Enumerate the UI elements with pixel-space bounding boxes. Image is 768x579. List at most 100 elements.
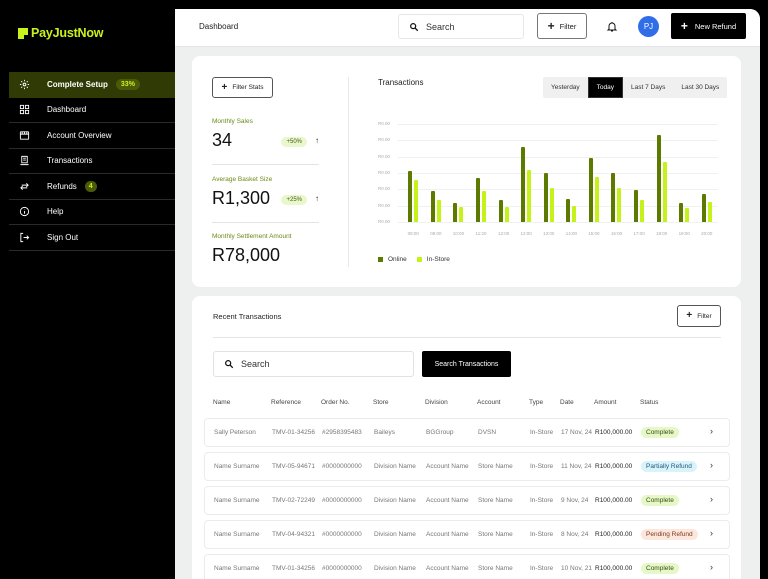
grid-line-stroke	[398, 156, 718, 158]
tab-last-7-days[interactable]: Last 7 Days	[631, 84, 666, 91]
status-badge: Complete	[641, 427, 679, 438]
bar-instore[interactable]	[504, 207, 509, 222]
column-header: Date	[560, 399, 574, 406]
stat-monthly-settlement: Monthly Settlement Amount R78,000	[212, 233, 319, 273]
sidebar-item-account-overview[interactable]: Account Overview	[9, 123, 175, 149]
bar-online[interactable]	[543, 173, 548, 222]
divider	[212, 164, 319, 165]
table-row[interactable]: Name Surname TMV-05-94671 #0000000000 Divis…	[204, 452, 730, 481]
sidebar-item-refunds[interactable]: Refunds 4	[9, 174, 175, 200]
search-transactions-button[interactable]: Search Transactions	[422, 351, 511, 377]
transactions-filter-button[interactable]: + Filter	[677, 305, 721, 327]
cell-date: 11 Nov, 24	[561, 463, 592, 470]
y-tick-label: R0.00	[378, 170, 391, 175]
cell-store: Division Name	[374, 463, 416, 470]
x-tick-label: 14:00	[565, 231, 577, 236]
bar-online[interactable]	[701, 194, 706, 222]
store-icon	[18, 129, 30, 141]
table-row[interactable]: Name Surname TMV-04-94321 #0000000000 Divis…	[204, 520, 730, 549]
setup-progress-badge: 33%	[115, 78, 140, 90]
plus-icon: +	[686, 310, 693, 321]
bar-instore[interactable]	[414, 179, 419, 222]
table-header: Name Reference Order No. Store Division …	[213, 399, 723, 409]
new-refund-button[interactable]: + New Refund	[671, 13, 746, 39]
cell-store: Division Name	[374, 565, 416, 572]
bar-instore[interactable]	[572, 205, 577, 222]
bar-online[interactable]	[476, 177, 481, 222]
cell-reference: TMV-02-72249	[272, 497, 315, 504]
transactions-search-input[interactable]: Search	[213, 351, 414, 377]
plus-icon: +	[680, 19, 688, 33]
header-search-input[interactable]: Search	[398, 14, 524, 39]
grid-line: R0.00	[378, 154, 718, 159]
bar-instore[interactable]	[662, 161, 667, 222]
cell-name: Name Surname	[214, 565, 260, 572]
bar-instore[interactable]	[459, 207, 464, 222]
grid-line-stroke	[398, 124, 718, 125]
bar-online[interactable]	[498, 199, 503, 222]
column-header: Reference	[271, 399, 301, 406]
column-header: Order No.	[321, 399, 350, 406]
header-filter-button[interactable]: + Filter	[537, 13, 587, 39]
bar-instore[interactable]	[617, 187, 622, 222]
bar-instore[interactable]	[685, 208, 690, 222]
x-tick-label: 18:00	[656, 231, 668, 236]
chevron-right-icon[interactable]: ›	[710, 528, 713, 538]
transactions-bar-chart: R0.00 R0.00 R0.00 R0.00 R0.00 R0.00 R0.00 08:0…	[378, 121, 718, 254]
bar-instore[interactable]	[436, 199, 441, 222]
sidebar-item-complete-setup[interactable]: Complete Setup 33%	[9, 72, 175, 98]
bar-instore[interactable]	[527, 169, 532, 222]
sidebar-item-sign-out[interactable]: Sign Out	[9, 225, 175, 251]
bar-group: 13:00	[537, 124, 560, 236]
filter-stats-button[interactable]: + Filter Stats	[212, 77, 273, 98]
sidebar-item-dashboard[interactable]: Dashboard	[9, 98, 175, 123]
cell-account: Store Name	[478, 531, 513, 538]
bar-instore[interactable]	[482, 190, 487, 222]
tab-yesterday[interactable]: Yesterday	[551, 84, 580, 91]
tab-today[interactable]: Today	[587, 77, 624, 98]
avatar[interactable]: PJ	[638, 16, 659, 37]
cell-division: BGGroup	[426, 429, 454, 436]
column-header: Type	[529, 399, 544, 406]
table-row[interactable]: Name Surname TMV-02-72249 #0000000000 Divis…	[204, 486, 730, 515]
cell-name: Sally Peterson	[214, 429, 256, 436]
table-row[interactable]: Sally Peterson TMV-01-34256 #2958395483 Bai…	[204, 418, 730, 447]
bell-icon[interactable]	[606, 20, 618, 33]
cell-amount: R100,000.00	[595, 565, 633, 572]
bar-online[interactable]	[566, 199, 571, 222]
bar-online[interactable]	[679, 203, 684, 222]
bar-instore[interactable]	[594, 177, 599, 222]
bar-online[interactable]	[588, 158, 593, 222]
bar-group: 19:00	[673, 124, 696, 236]
table-row[interactable]: Name Surname TMV-01-34256 #0000000000 Divis…	[204, 554, 730, 579]
chevron-right-icon[interactable]: ›	[710, 426, 713, 436]
brand-logo[interactable]: PayJustNow	[18, 26, 104, 40]
legend-instore: In-Store	[416, 256, 450, 263]
bar-online[interactable]	[408, 171, 413, 222]
bar-online[interactable]	[453, 203, 458, 222]
cell-type: In-Store	[530, 497, 554, 504]
bar-instore[interactable]	[549, 187, 554, 222]
bar-online[interactable]	[430, 190, 435, 222]
bar-online[interactable]	[521, 146, 526, 222]
bar-online[interactable]	[611, 173, 616, 222]
bar-instore[interactable]	[707, 201, 712, 222]
chevron-right-icon[interactable]: ›	[710, 562, 713, 572]
bar-group: 09:00	[425, 124, 448, 236]
cell-division: Account Name	[426, 463, 469, 470]
chevron-right-icon[interactable]: ›	[710, 494, 713, 504]
divider	[213, 337, 721, 338]
filter-label: Filter	[559, 21, 577, 31]
sidebar-item-transactions[interactable]: Transactions	[9, 149, 175, 174]
grid-line: R0.00	[378, 137, 718, 142]
chevron-right-icon[interactable]: ›	[710, 460, 713, 470]
x-tick-label: 11:20	[475, 231, 487, 236]
bar-online[interactable]	[634, 190, 639, 222]
bar-instore[interactable]	[640, 199, 645, 222]
stat-delta-badge: +50%	[281, 137, 307, 147]
tab-last-30-days[interactable]: Last 30 Days	[681, 84, 720, 91]
x-tick-label: 12:00	[520, 231, 532, 236]
bar-online[interactable]	[656, 135, 661, 222]
grid-line: R0.00	[378, 170, 718, 175]
sidebar-item-help[interactable]: Help	[9, 200, 175, 225]
